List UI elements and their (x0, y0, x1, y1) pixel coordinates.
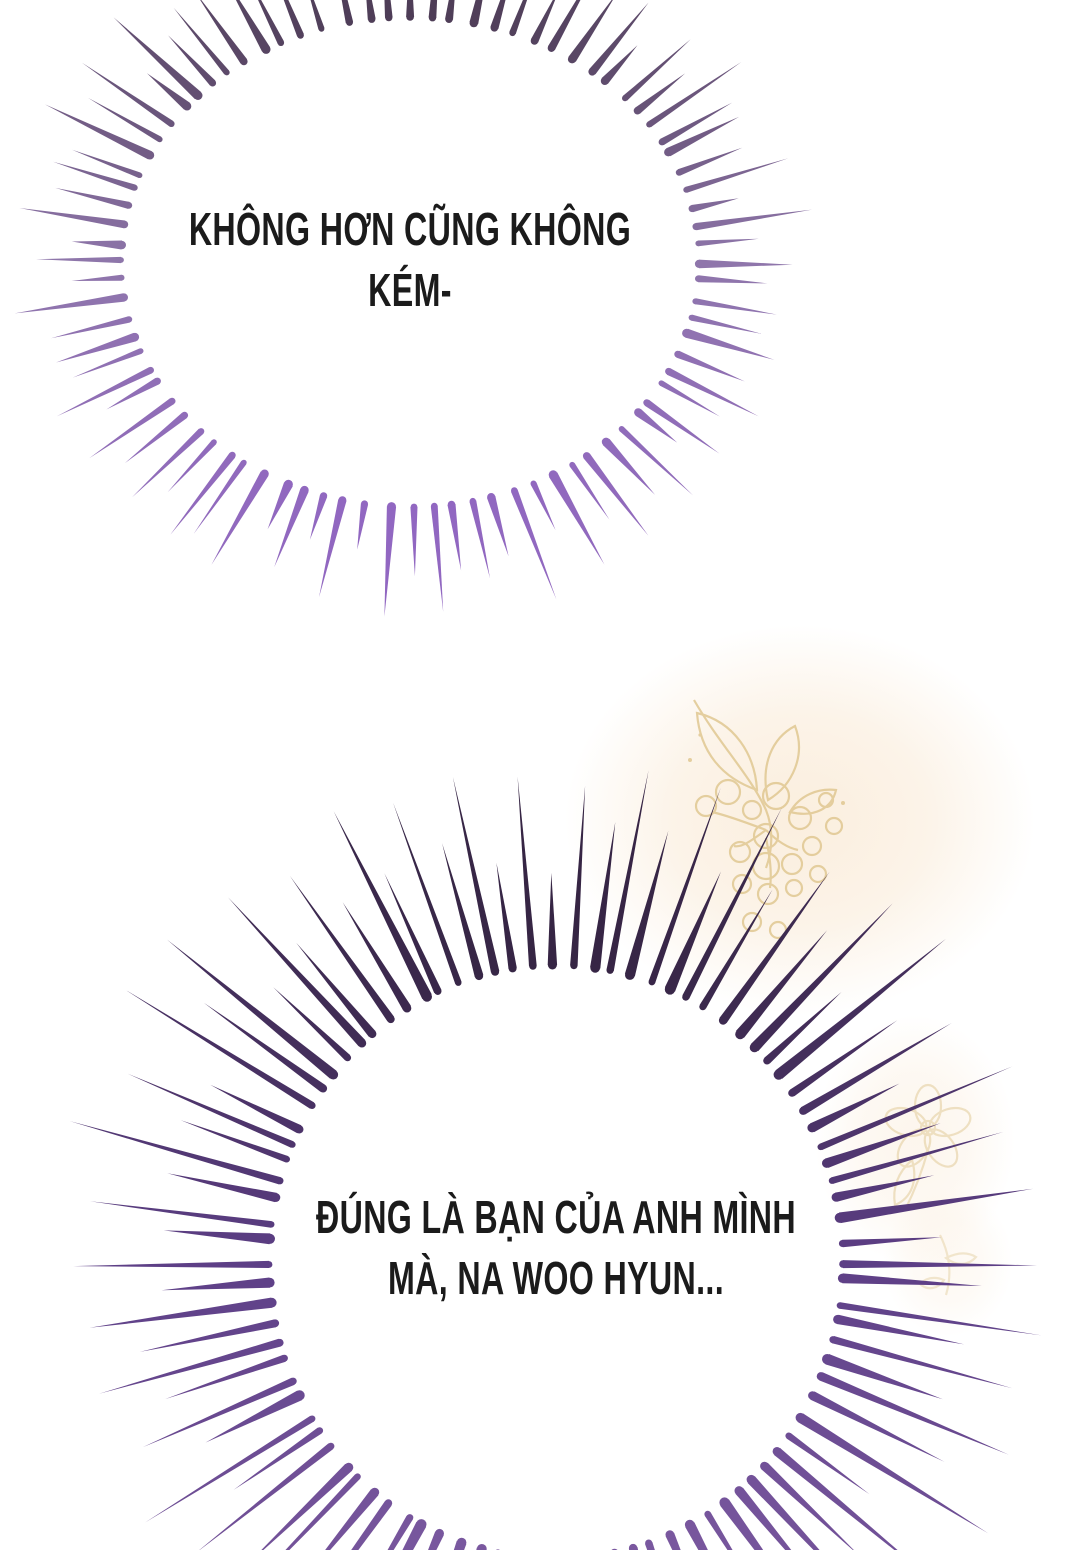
speech-line: KHÔNG HƠN CŨNG KHÔNG (188, 203, 632, 255)
bottom-burst-text: ĐÚNG LÀ BẠN CỦA ANH MÌNH MÀ, NA WOO HYUN… (316, 1187, 796, 1309)
speech-line: MÀ, NA WOO HYUN... (387, 1252, 725, 1304)
speech-line: KÉM- (368, 264, 452, 316)
speech-line: ĐÚNG LÀ BẠN CỦA ANH MÌNH (315, 1191, 797, 1243)
bottom-burst (69, 770, 1042, 1550)
floral-decoration (565, 625, 1035, 1337)
top-burst-text: KHÔNG HƠN CŨNG KHÔNG KÉM- (189, 199, 631, 321)
top-burst (14, 0, 813, 617)
